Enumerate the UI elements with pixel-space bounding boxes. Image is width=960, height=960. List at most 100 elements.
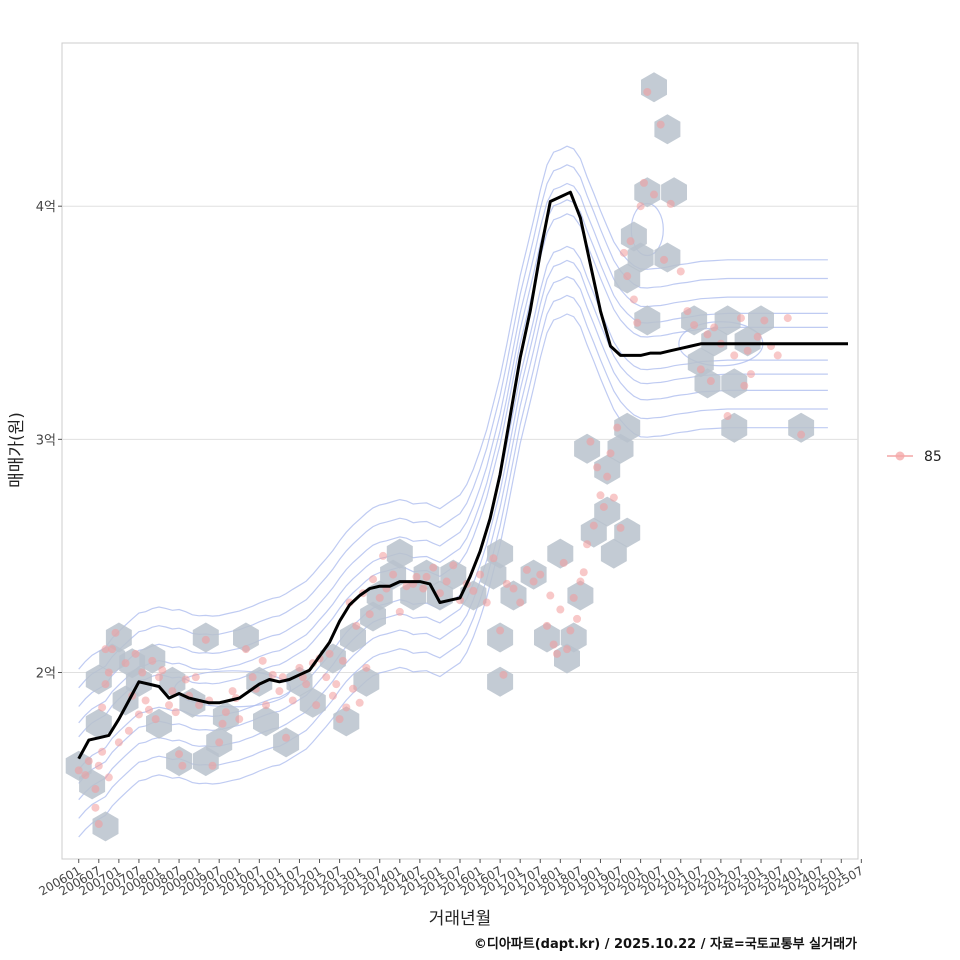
caption: ©디아파트(dapt.kr) / 2025.10.22 / 자료=국토교통부 실… — [474, 936, 857, 952]
legend-label: 85 — [924, 449, 942, 465]
data-point — [379, 551, 388, 560]
data-point — [603, 472, 612, 481]
data-point — [666, 199, 675, 208]
hexbin — [92, 811, 119, 842]
data-point — [108, 645, 117, 654]
data-point — [114, 738, 123, 747]
data-point — [328, 691, 337, 700]
data-point — [131, 649, 140, 658]
legend-marker — [895, 451, 905, 461]
data-point — [429, 563, 438, 572]
data-point — [783, 314, 792, 323]
data-point — [111, 628, 120, 637]
trend-line-layer — [77, 190, 848, 760]
y-tick-label: 4억 — [36, 200, 56, 215]
hexbin — [567, 580, 594, 611]
data-point — [746, 370, 755, 379]
hexbin — [253, 706, 279, 737]
data-point — [516, 598, 525, 607]
y-axis-ticks: 2억 3억 4억 — [36, 200, 62, 681]
data-point — [91, 803, 100, 812]
density-contour — [78, 145, 828, 670]
hexbin — [627, 242, 654, 273]
data-point — [616, 523, 625, 532]
data-point — [288, 696, 297, 705]
data-point — [773, 351, 782, 360]
hexbin — [333, 706, 360, 737]
data-point — [573, 614, 582, 623]
data-point — [248, 673, 257, 682]
data-point — [552, 649, 561, 658]
data-point — [412, 572, 421, 581]
data-point — [148, 656, 157, 665]
data-point — [643, 87, 652, 96]
data-point — [201, 635, 210, 644]
density-contour — [78, 182, 828, 707]
data-point — [101, 680, 110, 689]
data-point — [442, 577, 451, 586]
data-point — [522, 565, 531, 574]
hexbin — [85, 708, 112, 739]
hexbin-layer — [65, 72, 815, 842]
data-point — [619, 248, 628, 257]
data-point — [81, 771, 90, 780]
data-point — [332, 680, 341, 689]
data-point — [703, 330, 712, 339]
data-point — [141, 696, 150, 705]
hexbin — [146, 708, 172, 739]
data-point — [633, 318, 642, 327]
hexbin — [634, 305, 661, 336]
data-point — [395, 607, 404, 616]
data-point — [676, 267, 685, 276]
hexbin — [353, 666, 380, 697]
data-point — [168, 687, 177, 696]
data-point — [154, 673, 163, 682]
data-point — [362, 663, 371, 672]
data-point — [181, 675, 190, 684]
data-point — [753, 332, 762, 341]
x-axis-title: 거래년월 — [429, 909, 492, 929]
data-point — [435, 589, 444, 598]
data-point — [258, 656, 267, 665]
data-point — [158, 666, 167, 675]
data-point — [325, 649, 334, 658]
data-point — [556, 605, 565, 614]
hexbin — [319, 643, 346, 674]
data-point — [449, 561, 458, 570]
data-point — [529, 577, 538, 586]
data-point — [710, 323, 719, 332]
data-point — [476, 570, 485, 579]
data-point — [509, 584, 518, 593]
data-point — [549, 640, 558, 649]
hexbin — [233, 622, 259, 653]
data-point — [389, 570, 398, 579]
data-point — [489, 554, 498, 563]
data-point — [295, 663, 304, 672]
data-point — [579, 568, 588, 577]
data-point — [221, 708, 230, 717]
data-point — [275, 687, 284, 696]
data-point — [124, 726, 133, 735]
hexbin — [299, 687, 326, 718]
data-point — [599, 502, 608, 511]
data-point — [369, 575, 378, 584]
data-point — [175, 750, 184, 759]
plot-panel — [61, 42, 859, 860]
data-point — [375, 593, 384, 602]
hexbin — [166, 746, 192, 777]
data-point — [502, 579, 511, 588]
hexbin — [487, 622, 514, 653]
data-point — [165, 701, 174, 710]
y-axis-title: 매매가(원) — [7, 412, 27, 488]
data-point — [623, 272, 632, 281]
hexbin — [340, 622, 366, 653]
data-point — [559, 558, 568, 567]
data-point — [235, 715, 244, 724]
hexbin — [614, 412, 641, 443]
hexbin — [721, 368, 748, 399]
data-point — [419, 584, 428, 593]
gridlines — [62, 205, 858, 673]
data-point — [496, 626, 505, 635]
data-point — [736, 314, 745, 323]
